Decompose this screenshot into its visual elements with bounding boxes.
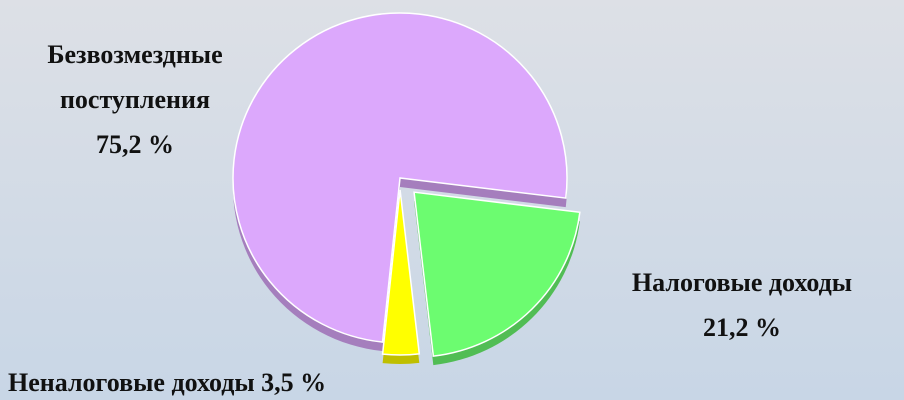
- slice: [232, 12, 568, 343]
- slice: [413, 191, 581, 357]
- slice: [381, 189, 421, 356]
- category-name: Неналоговые доходы: [8, 368, 255, 397]
- category-name: Налоговые доходы: [631, 268, 853, 297]
- category-name: Безвозмездные поступления: [47, 40, 223, 114]
- value-label: 75,2 %: [96, 130, 174, 159]
- value-label: 21,2 %: [703, 313, 781, 342]
- value-label: 3,5 %: [261, 368, 327, 397]
- slice-label: Безвозмездные поступления 75,2 %: [0, 32, 270, 167]
- slice-label: Налоговые доходы 21,2 %: [580, 260, 904, 350]
- slice-label: Неналоговые доходы 3,5 %: [8, 360, 488, 400]
